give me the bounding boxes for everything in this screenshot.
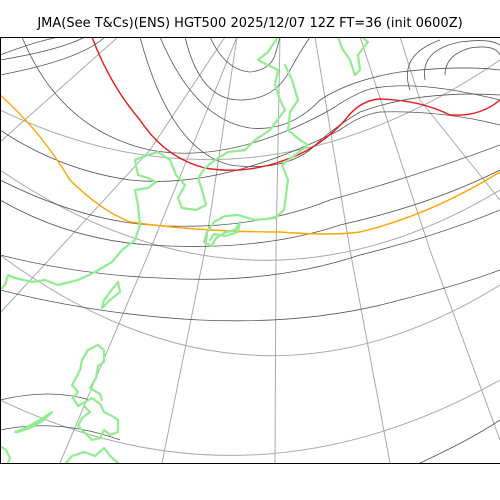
contour-line <box>184 37 311 101</box>
contour-line <box>139 37 500 168</box>
coastline-north <box>336 37 370 77</box>
parallel-line <box>0 59 500 161</box>
chart-title: JMA(See T&Cs)(ENS) HGT500 2025/12/07 12Z… <box>37 16 463 31</box>
map-svg <box>0 37 500 463</box>
coastline-peninsula-east <box>202 63 310 248</box>
meridian-line <box>359 37 500 441</box>
coastlines <box>0 37 370 463</box>
meridian-line <box>161 37 238 463</box>
coastline-kyushu <box>64 446 120 463</box>
contour-line <box>0 269 500 322</box>
contour-line <box>424 40 500 81</box>
contour-line <box>159 37 500 129</box>
contour-line <box>0 37 86 61</box>
height-contours <box>0 37 500 463</box>
parallel-line <box>0 254 500 357</box>
map-panel <box>0 37 500 463</box>
coastline-japan <box>70 343 120 442</box>
meridian-line <box>0 37 226 314</box>
meridian-line <box>0 37 119 143</box>
coastline-japan-north <box>88 343 106 402</box>
contour-line <box>0 169 500 247</box>
coastline-island <box>100 280 122 310</box>
meridian-line <box>314 37 391 463</box>
contour-line <box>0 37 106 76</box>
contour-line <box>444 46 500 76</box>
contour-line <box>0 209 500 280</box>
coastline-peninsula <box>0 37 287 292</box>
contour-line <box>0 393 91 401</box>
contour-line <box>0 111 500 182</box>
contour-line <box>0 425 121 441</box>
contour-line <box>0 37 61 56</box>
meridian-line <box>59 37 238 463</box>
meridian-line <box>274 37 281 463</box>
coastline-korea <box>13 410 54 434</box>
meridian-line <box>399 37 500 201</box>
contour-line <box>406 39 441 91</box>
orange-contour-line <box>0 94 500 235</box>
contour-line <box>0 144 500 227</box>
contour-line <box>419 419 500 463</box>
parallel-line <box>0 379 500 456</box>
parallel-line <box>0 169 500 261</box>
coastline-sw <box>0 444 12 463</box>
graticule <box>0 37 500 463</box>
red-contour-line <box>91 37 500 171</box>
contour-line <box>209 37 281 73</box>
